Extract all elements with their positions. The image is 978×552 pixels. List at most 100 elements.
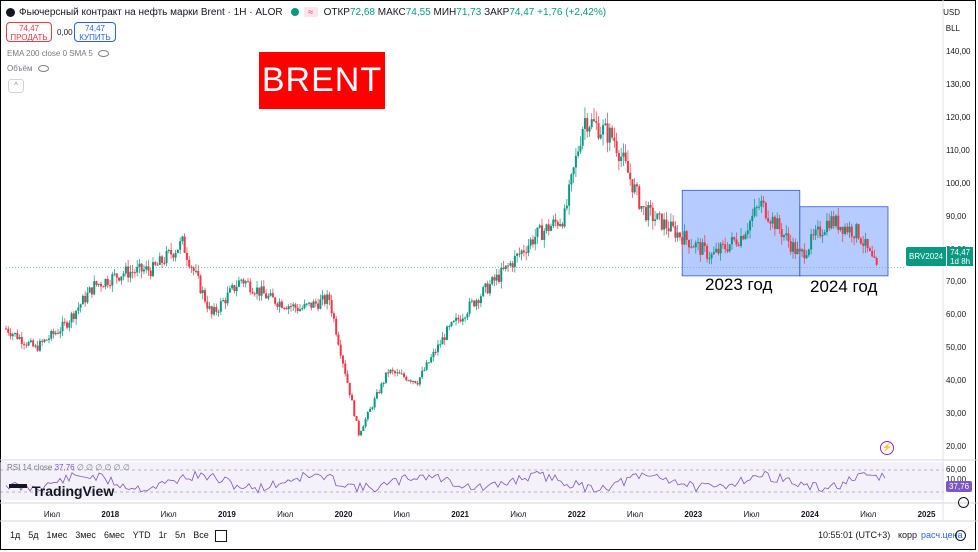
candle-body [366,412,369,420]
candle-body [773,216,776,230]
clock[interactable]: 10:55:01 (UTC+3) [818,530,891,540]
candle-body [586,118,589,132]
candle-body [683,231,686,245]
candle-body [228,288,231,293]
candle-body [66,322,69,328]
candle-body [577,151,580,156]
candle-body [344,363,347,374]
candle-body [90,287,93,295]
candle-body [206,301,209,309]
candle-body [859,238,862,244]
rsi-band [0,462,944,500]
candle-body [305,303,308,305]
candle-body [140,263,143,272]
candle-body [513,255,516,268]
candle-body [70,313,73,323]
collapse-legend-button[interactable]: ^ [8,79,24,93]
corr-toggle[interactable]: корр [898,530,918,540]
time-axis-month: Июл [510,510,527,519]
symbol-title[interactable]: Фьючерсный контракт на нефть марки Brent… [19,6,283,18]
candle-body [235,286,238,291]
range-1m[interactable]: 1мес [46,530,68,540]
candle-body [129,271,132,278]
market-status-icon[interactable] [290,8,299,16]
candle-body [332,313,335,319]
candle-body [197,270,200,276]
candle-body [251,292,254,294]
range-ytd[interactable]: YTD [132,530,151,540]
candle-body [289,306,292,308]
candle-body [269,293,272,296]
candle-body [455,317,458,321]
candle-body [360,431,363,436]
candle-body [554,219,557,222]
candle-body [59,331,62,334]
candle-body [626,160,629,173]
compare-icon[interactable]: ≈ [303,7,318,17]
range-1d[interactable]: 1д [10,530,21,540]
candle-body [645,206,648,221]
eye-icon[interactable] [37,65,49,72]
candle-body [853,236,856,239]
candle-body [764,202,767,219]
ema-indicator-legend[interactable]: EMA 200 close 0 SMA 5 [7,49,109,58]
time-axis-year: 2020 [334,510,353,519]
candle-body [631,179,634,193]
flash-icon[interactable]: ⚡ [880,441,894,455]
candle-body [258,287,261,296]
candle-body [179,241,182,250]
time-axis-year: 2023 [684,510,703,519]
volume-indicator-legend[interactable]: Объём [7,64,49,73]
candle-body [450,322,453,327]
candle-body [556,221,559,226]
candle-body [518,253,521,255]
candle-body [529,239,532,246]
buy-button[interactable]: 74,47 КУПИТЬ [74,22,116,42]
candle-body [570,174,573,185]
calc-price-toggle[interactable]: расч.цена [921,530,963,540]
candle-body [638,186,641,209]
candle-body [375,392,378,399]
range-all[interactable]: Все [193,530,209,540]
range-6m[interactable]: 6мес [103,530,125,540]
candle-body [127,266,130,278]
candle-body [602,125,605,135]
candle-body [224,300,227,304]
candle-body [464,317,467,319]
range-1y[interactable]: 1г [158,530,167,540]
candle-body [384,372,387,383]
candle-body [511,263,514,268]
candle-body [692,246,695,248]
candle-body [798,248,801,252]
date-range-icon[interactable] [214,530,227,542]
candle-body [452,320,455,323]
candle-body [841,226,844,234]
candle-body [314,301,317,304]
gear-icon[interactable] [958,497,969,508]
rsi-legend[interactable]: RSI 14 close 37,76 ∅ ∅ ∅ ∅ ∅ ∅ [7,463,130,472]
tradingview-logo[interactable]: TradingView [9,483,114,499]
candle-body [79,304,82,308]
candle-body [482,287,485,297]
candle-body [676,232,679,238]
eye-icon[interactable] [97,50,109,57]
candle-body [611,127,614,138]
candle-body [767,218,770,222]
settings-gear-icon[interactable] [955,530,966,541]
candle-body [441,337,444,345]
currency-label[interactable]: USD [943,8,960,17]
candle-body [50,331,53,339]
candle-body [47,338,50,340]
price-tick: 60,00 [946,310,967,320]
candle-body [321,295,324,300]
range-5y[interactable]: 5л [174,530,186,540]
range-5d[interactable]: 5д [28,530,39,540]
candle-body [68,322,71,328]
unit-label[interactable]: BLL [945,24,960,33]
range-3m[interactable]: 3мес [75,530,96,540]
candle-body [308,302,311,304]
candle-body [868,248,871,251]
sell-button[interactable]: 74,47 ПРОДАТЬ [6,22,52,42]
label-2024: 2024 год [810,277,878,296]
